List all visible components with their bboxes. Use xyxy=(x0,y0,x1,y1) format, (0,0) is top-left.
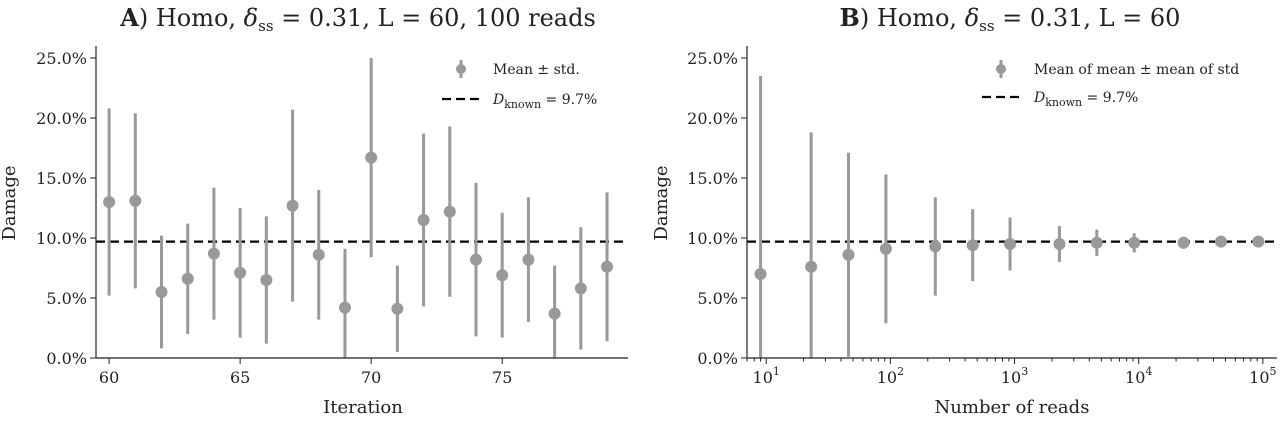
panel-b-data-point xyxy=(754,268,767,280)
panel-a-x-ticks: 60 65 70 75 xyxy=(99,358,512,387)
panel-a-data-point xyxy=(338,301,351,314)
panel-a-y-tick-label: 15.0% xyxy=(36,169,87,188)
panel-a-y-tick-label: 20.0% xyxy=(36,109,87,128)
panel-b-title: B) Homo, δss = 0.31, L = 60 xyxy=(840,3,1181,35)
panel-a-data-point xyxy=(207,247,220,260)
panel-b-data-point xyxy=(805,260,818,273)
panel-a-data-point xyxy=(522,253,535,266)
panel-a-x-tick-label: 75 xyxy=(492,368,512,387)
legend-point-swatch xyxy=(996,64,1006,74)
panel-a-y-tick-label: 10.0% xyxy=(36,229,87,248)
panel-b-data-point xyxy=(1090,236,1103,249)
panel-a-data-point xyxy=(417,214,430,226)
panel-a-legend-reference: Dknown = 9.7% xyxy=(492,92,597,111)
panel-a-data-point xyxy=(443,205,456,218)
panel-b-y-tick-label: 0.0% xyxy=(697,349,738,368)
panel-a-data-point xyxy=(601,260,614,273)
panel-b-y-tick-label: 5.0% xyxy=(697,289,738,308)
panel-a-x-tick-label: 60 xyxy=(99,368,119,387)
panel-a-data-point xyxy=(574,282,587,295)
panel-a-y-ticks: 0.0% 5.0% 10.0% 15.0% 20.0% 25.0% xyxy=(36,49,96,368)
panel-a-data-point xyxy=(155,286,168,298)
panel-a-data-point xyxy=(286,199,299,212)
panel-b-legend-reference: Dknown = 9.7% xyxy=(1033,90,1138,109)
panel-b-x-tick-label: 101 xyxy=(753,365,780,387)
panel-b-data-point xyxy=(1004,238,1017,250)
panel-a-xlabel: Iteration xyxy=(323,397,403,417)
panel-a-x-tick-label: 65 xyxy=(230,368,250,387)
panel-b-data-point xyxy=(929,240,942,253)
panel-b-y-ticks: 0.0% 5.0% 10.0% 15.0% 20.0% 25.0% xyxy=(687,49,747,368)
panel-a-ylabel: Damage xyxy=(0,165,20,240)
panel-a-data-point xyxy=(181,272,194,285)
panel-b-data-point xyxy=(966,239,979,252)
panel-a-x-tick-label: 70 xyxy=(361,368,381,387)
panel-a-data-point xyxy=(548,307,561,320)
panel-b-data-point xyxy=(879,242,892,255)
panel-a-y-tick-label: 5.0% xyxy=(46,289,87,308)
panel-a-legend-series: Mean ± std. xyxy=(493,62,580,78)
panel-b-data-point xyxy=(842,248,855,261)
panel-a-data-point xyxy=(234,266,247,279)
panel-b-y-tick-label: 25.0% xyxy=(687,49,738,68)
panel-a-data-point xyxy=(260,274,273,286)
panel-a-axes xyxy=(95,46,628,359)
panel-b-data-point xyxy=(1252,235,1265,248)
legend-point-swatch xyxy=(456,64,466,74)
panel-a-legend: Mean ± std. Dknown = 9.7% xyxy=(442,60,597,111)
panel-a-title: A) Homo, δss = 0.31, L = 60, 100 reads xyxy=(119,3,596,35)
panel-a: A) Homo, δss = 0.31, L = 60, 100 reads D… xyxy=(0,3,628,418)
panel-a-data-point xyxy=(312,248,325,261)
panel-a-data-point xyxy=(129,194,142,207)
panel-b-data-point xyxy=(1177,236,1190,249)
panel-b-legend: Mean of mean ± mean of std Dknown = 9.7% xyxy=(982,60,1239,109)
panel-b-data-point xyxy=(1053,238,1066,250)
panel-b-x-tick-label: 102 xyxy=(877,365,904,387)
panel-b-data-marks xyxy=(754,76,1265,358)
panel-b-y-tick-label: 20.0% xyxy=(687,109,738,128)
panel-a-data-point xyxy=(365,151,378,164)
panel-b-data-point xyxy=(1128,236,1141,249)
panel-a-y-tick-label: 25.0% xyxy=(36,49,87,68)
panel-a-data-point xyxy=(103,196,116,208)
panel-b-x-ticks: 101 102 103 104 105 xyxy=(746,358,1277,387)
panel-b-y-tick-label: 15.0% xyxy=(687,169,738,188)
panel-b-axes xyxy=(746,46,1277,359)
panel-b-x-tick-label: 103 xyxy=(1001,365,1028,387)
panel-b-ylabel: Damage xyxy=(651,165,672,240)
panel-b-data-point xyxy=(1214,235,1227,248)
panel-b-x-tick-label: 105 xyxy=(1249,365,1276,387)
panel-b-y-tick-label: 10.0% xyxy=(687,229,738,248)
panel-a-data-point xyxy=(391,302,404,315)
panel-a-data-point xyxy=(470,253,482,266)
panel-b-legend-series: Mean of mean ± mean of std xyxy=(1034,62,1239,78)
panel-b: B) Homo, δss = 0.31, L = 60 Damage Numbe… xyxy=(651,3,1277,418)
panel-b-x-tick-label: 104 xyxy=(1125,365,1152,387)
panel-a-data-marks xyxy=(103,58,614,358)
panel-b-xlabel: Number of reads xyxy=(935,397,1090,417)
panel-a-data-point xyxy=(496,269,509,282)
panel-a-y-tick-label: 0.0% xyxy=(46,349,87,368)
